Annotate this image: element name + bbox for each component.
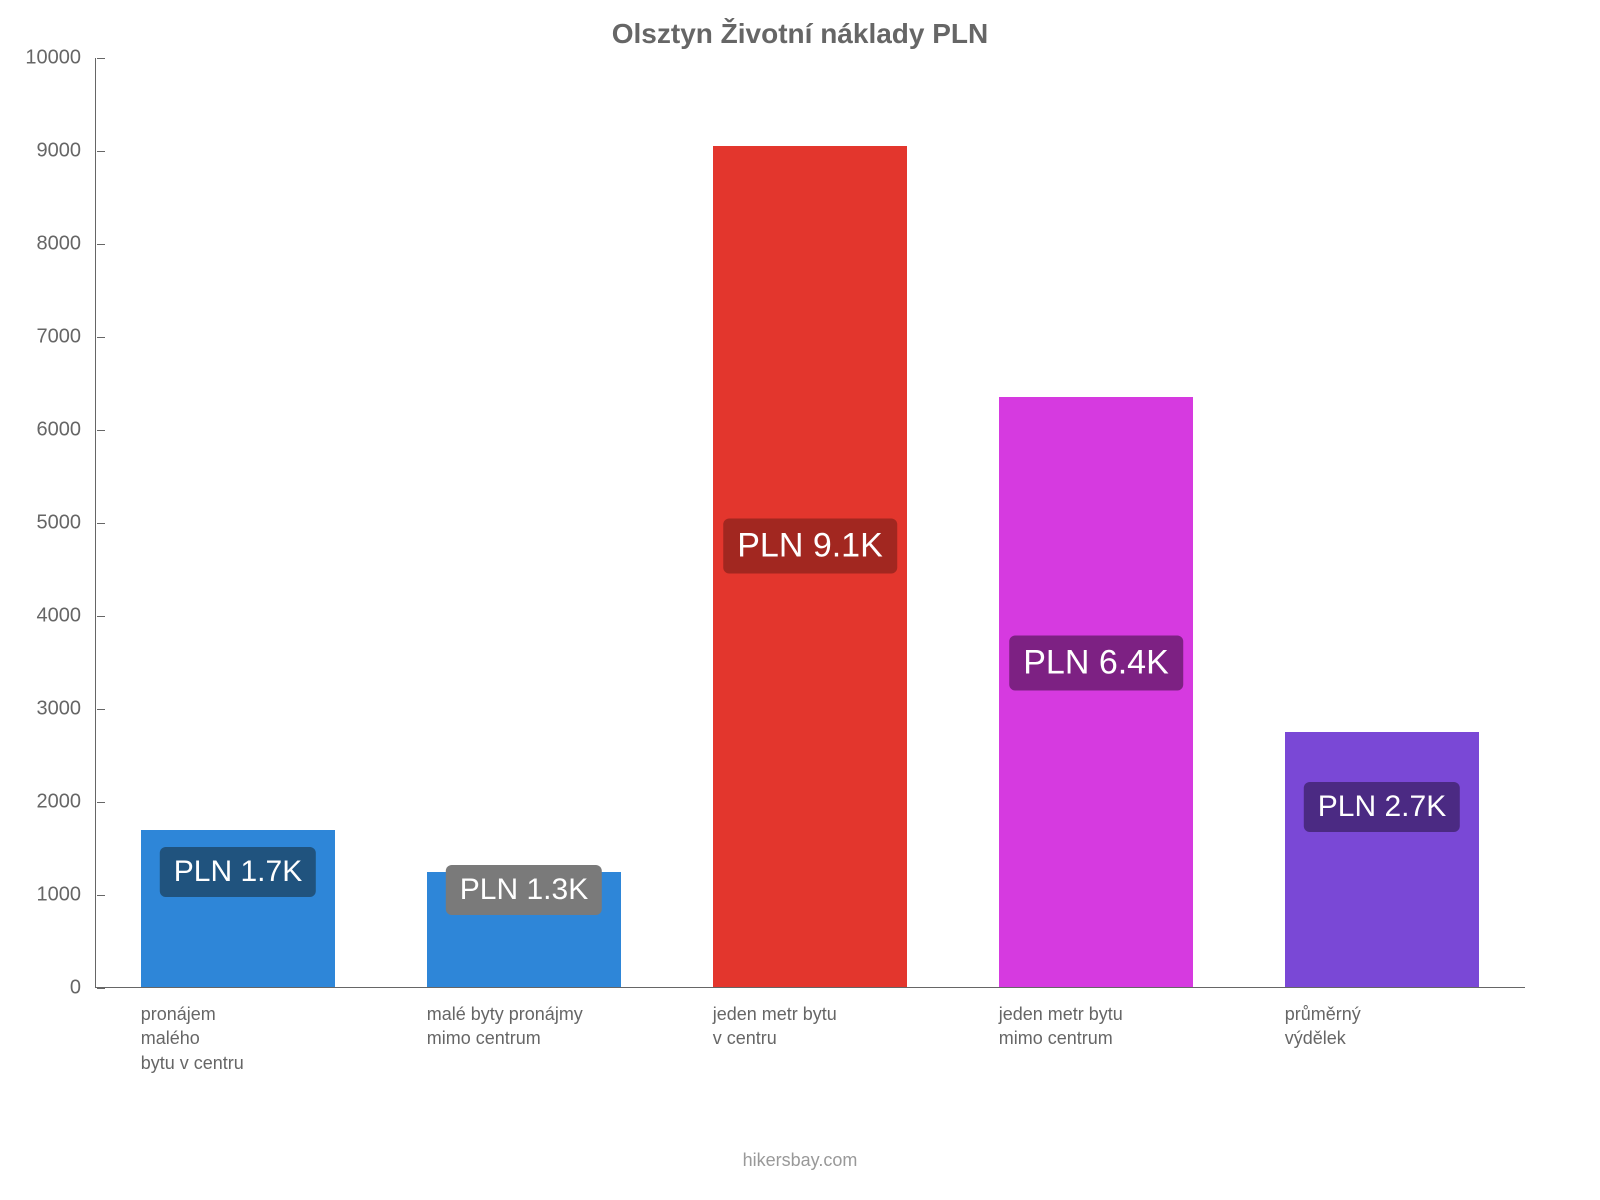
x-category-label: pronájem malého bytu v centru: [141, 1002, 335, 1075]
x-category-label: malé byty pronájmy mimo centrum: [427, 1002, 621, 1051]
bars-container: PLN 1.7K PLN 1.3K PLN 9.1K PLN 6.4K PLN 2.7K: [95, 58, 1525, 988]
y-tick-label: 10000: [25, 47, 81, 70]
x-axis-line: [95, 987, 1525, 988]
y-tick-label: 5000: [37, 512, 82, 535]
chart-area: 0100020003000400050006000700080009000100…: [95, 58, 1525, 988]
bar-value-badge: PLN 9.1K: [723, 519, 897, 574]
x-axis-labels: pronájem malého bytu v centru malé byty p…: [95, 1002, 1525, 1142]
y-tick-label: 2000: [37, 791, 82, 814]
plot-area: PLN 1.7K PLN 1.3K PLN 9.1K PLN 6.4K PLN 2.7K: [95, 58, 1525, 988]
x-category-label: průměrný výdělek: [1285, 1002, 1479, 1051]
bar: [1285, 732, 1479, 988]
y-tick-label: 1000: [37, 884, 82, 907]
y-axis: 0100020003000400050006000700080009000100…: [85, 58, 95, 988]
y-tick-label: 3000: [37, 698, 82, 721]
y-tick-label: 9000: [37, 140, 82, 163]
y-tick-label: 8000: [37, 233, 82, 256]
bar: [999, 397, 1193, 988]
y-tick-label: 0: [70, 977, 81, 1000]
x-category-label: jeden metr bytu v centru: [713, 1002, 907, 1051]
x-category-label: jeden metr bytu mimo centrum: [999, 1002, 1193, 1051]
bar-value-badge: PLN 1.7K: [160, 847, 316, 897]
bar-value-badge: PLN 1.3K: [446, 865, 602, 915]
chart-title: Olsztyn Životní náklady PLN: [0, 18, 1600, 50]
bar-value-badge: PLN 2.7K: [1304, 782, 1460, 832]
y-tick-label: 6000: [37, 419, 82, 442]
bar-value-badge: PLN 6.4K: [1009, 635, 1183, 690]
y-tick-label: 4000: [37, 605, 82, 628]
y-tick-label: 7000: [37, 326, 82, 349]
y-tick: [97, 988, 105, 989]
y-axis-line: [95, 58, 96, 988]
chart-footer: hikersbay.com: [0, 1150, 1600, 1171]
